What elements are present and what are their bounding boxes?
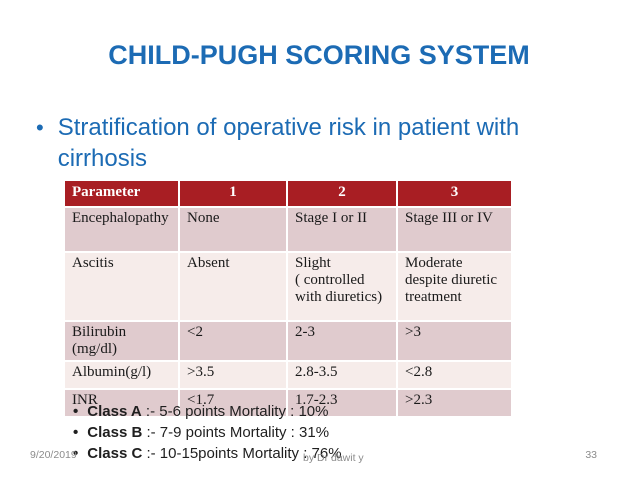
class-text: :- 5-6 points Mortality : 10% [141,403,329,420]
table-cell: >3.5 [180,362,286,388]
footer-author: by Dr dawit y [303,452,364,464]
table-cell: 2.8-3.5 [288,362,396,388]
table-cell: <2 [180,322,286,360]
table-row-inr: INR <1.7 1.7-2.3 >2.3 [65,390,511,416]
main-bullet: Stratification of operative risk in pati… [36,112,596,174]
table-row-ascitis: Ascitis Absent Slight ( controlled with … [65,253,511,320]
child-pugh-table: Parameter 1 2 3 Encephalopathy None Stag… [63,179,513,418]
class-label: Class C [87,445,143,462]
table-cell: >3 [398,322,511,360]
bullet-icon [73,401,78,422]
table-header-row: Parameter 1 2 3 [65,181,511,206]
list-item-class-c: Class C :- 10-15points Mortality : 76% [73,443,342,464]
table-cell: Albumin(g/l) [65,362,178,388]
column-header-parameter: Parameter [65,181,178,206]
class-label: Class A [87,403,142,420]
table-cell: Ascitis [65,253,178,320]
table-cell: 2-3 [288,322,396,360]
bullet-icon [73,422,78,443]
table-cell: <1.7 [180,390,286,416]
table-cell: 1.7-2.3 [288,390,396,416]
table-cell: Stage I or II [288,208,396,251]
list-item-class-a: Class A :- 5-6 points Mortality : 10% [73,401,342,422]
column-header-score-3: 3 [398,181,511,206]
footer-date: 9/20/2019 [30,449,77,461]
table-row-encephalopathy: Encephalopathy None Stage I or II Stage … [65,208,511,251]
table-row-albumin: Albumin(g/l) >3.5 2.8-3.5 <2.8 [65,362,511,388]
table-cell: Stage III or IV [398,208,511,251]
table-cell: INR [65,390,178,416]
table-cell: Moderate despite diuretic treatment [398,253,511,320]
table-row-bilirubin: Bilirubin (mg/dl) <2 2-3 >3 [65,322,511,360]
class-list: Class A :- 5-6 points Mortality : 10% Cl… [73,401,342,464]
class-text: :- 10-15points Mortality : 76% [142,445,342,462]
table-cell: Absent [180,253,286,320]
class-label: Class B [87,424,143,441]
table-cell: Encephalopathy [65,208,178,251]
table-cell: Bilirubin (mg/dl) [65,322,178,360]
column-header-score-2: 2 [288,181,396,206]
table-cell: >2.3 [398,390,511,416]
column-header-score-1: 1 [180,181,286,206]
list-item-class-b: Class B :- 7-9 points Mortality : 31% [73,422,342,443]
bullet-icon [36,112,44,143]
main-bullet-text: Stratification of operative risk in pati… [57,114,520,172]
table-cell: <2.8 [398,362,511,388]
page-title: CHILD-PUGH SCORING SYSTEM [108,40,530,70]
table-cell: None [180,208,286,251]
footer-page-number: 33 [585,449,597,461]
table-cell: Slight ( controlled with diuretics) [288,253,396,320]
class-text: :- 7-9 points Mortality : 31% [142,424,330,441]
